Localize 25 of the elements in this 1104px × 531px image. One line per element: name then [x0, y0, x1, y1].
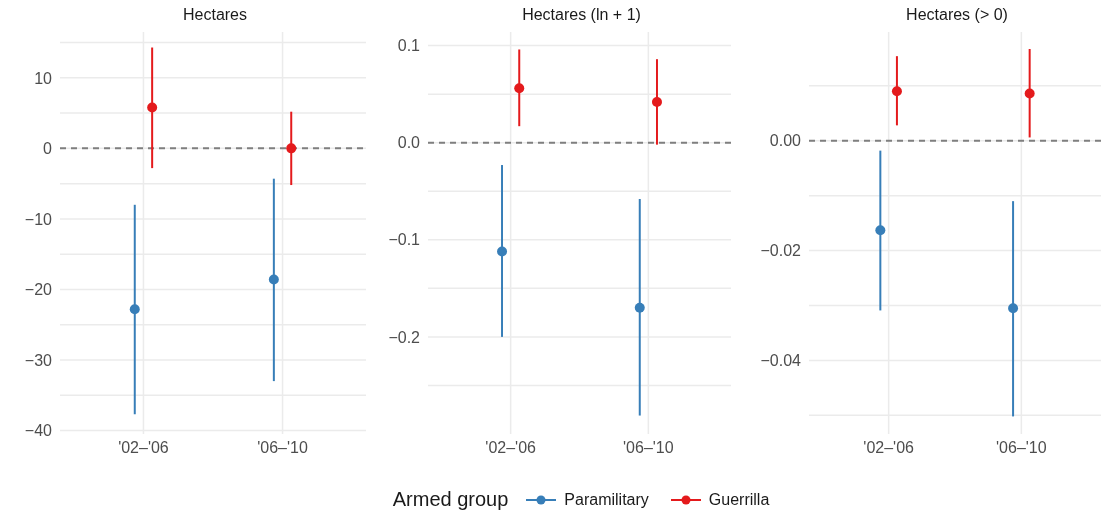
- y-tick-label: −10: [24, 210, 53, 228]
- y-tick-label: −0.1: [388, 231, 421, 249]
- legend-label: Guerrilla: [708, 490, 770, 509]
- y-tick-label: 0.00: [769, 132, 802, 150]
- x-tick-label: '02–'06: [118, 439, 169, 457]
- y-tick-label: −20: [24, 281, 53, 299]
- y-tick-label: −0.02: [760, 242, 802, 260]
- y-tick-label: 0.0: [397, 134, 421, 152]
- y-tick-label: 10: [34, 69, 53, 87]
- legend-label: Paramilitary: [564, 490, 649, 509]
- x-tick-label: '02–'06: [485, 439, 537, 457]
- chart-title: Hectares (> 0): [905, 5, 1009, 25]
- y-tick-label: −40: [24, 422, 53, 440]
- legend-title: Armed group: [392, 488, 509, 511]
- x-tick-label: '06–'10: [257, 439, 308, 457]
- y-tick-label: 0.1: [397, 37, 421, 55]
- y-tick-label: −0.2: [388, 328, 421, 346]
- chart-title: Hectares: [182, 5, 248, 25]
- y-tick-label: 0: [43, 140, 53, 158]
- x-tick-label: '06–'10: [623, 439, 674, 457]
- y-tick-label: −30: [24, 351, 53, 369]
- y-tick-label: −0.04: [760, 352, 802, 370]
- chart-title: Hectares (ln + 1): [521, 5, 642, 25]
- x-tick-label: '02–'06: [863, 439, 915, 457]
- x-tick-label: '06–'10: [996, 439, 1047, 457]
